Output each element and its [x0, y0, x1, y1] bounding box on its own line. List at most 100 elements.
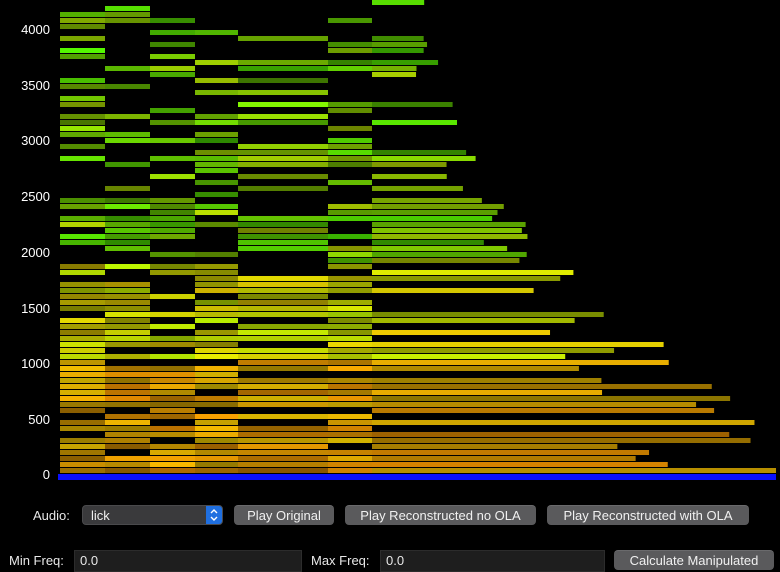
- spectrogram-band: [105, 138, 150, 143]
- spectrogram-band: [328, 348, 372, 353]
- spectrogram-band: [105, 84, 150, 89]
- spectrogram-band: [60, 450, 105, 455]
- spectrogram-band: [150, 198, 195, 203]
- spectrogram-band: [372, 378, 602, 383]
- spectrogram-band: [328, 60, 372, 65]
- spectrogram-band: [328, 468, 372, 473]
- audio-select[interactable]: lick: [82, 505, 223, 525]
- spectrogram-band: [195, 222, 238, 227]
- spectrogram-band: [60, 396, 105, 401]
- spectrogram-band: [195, 306, 238, 311]
- spectrogram-band: [60, 240, 105, 245]
- spectrogram-band: [150, 264, 195, 269]
- spectrogram-band: [328, 300, 372, 305]
- spectrogram-band: [195, 336, 238, 341]
- spectrogram-band: [328, 426, 372, 431]
- spectrogram-band: [328, 108, 372, 113]
- spectrogram-band: [105, 240, 150, 245]
- spectrogram-band: [372, 252, 527, 257]
- spectrogram-band: [328, 354, 372, 359]
- spectrogram-band: [195, 426, 238, 431]
- spectrogram-band: [372, 0, 425, 5]
- spectrogram-band: [60, 144, 105, 149]
- spectrogram-band: [150, 222, 195, 227]
- spectrogram-band: [195, 168, 238, 173]
- spectrogram-band: [372, 240, 484, 245]
- y-tick-3500: 3500: [21, 78, 50, 93]
- spectrogram-band: [238, 462, 328, 467]
- spectrogram-band: [328, 396, 372, 401]
- spectrogram-band: [372, 66, 417, 71]
- play-original-button[interactable]: Play Original: [234, 505, 334, 525]
- spectrogram-band: [372, 102, 453, 107]
- spectrogram-band: [328, 162, 372, 167]
- spectrogram-band: [195, 300, 238, 305]
- spectrogram-band: [328, 324, 372, 329]
- spectrogram-band: [372, 186, 463, 191]
- spectrogram-band: [372, 36, 424, 41]
- spectrogram-band: [60, 126, 105, 131]
- spectrogram-band: [150, 42, 195, 47]
- min-freq-input[interactable]: 0.0: [74, 550, 302, 572]
- spectrogram-band: [328, 210, 372, 215]
- spectrogram-band: [238, 300, 328, 305]
- spectrogram-band: [105, 288, 150, 293]
- spectrogram-band: [195, 420, 238, 425]
- spectrogram-band: [238, 312, 328, 317]
- spectrogram-band: [60, 438, 105, 443]
- spectrogram-band: [372, 390, 603, 395]
- spectrogram-band: [238, 306, 328, 311]
- spectrogram-band: [238, 360, 328, 365]
- spectrogram-band: [195, 432, 238, 437]
- spectrogram-band: [372, 456, 636, 461]
- spectrogram-band: [238, 114, 328, 119]
- spectrogram-band: [238, 240, 328, 245]
- max-freq-input[interactable]: 0.0: [380, 550, 605, 572]
- spectrogram-band: [105, 336, 150, 341]
- spectrogram-band: [328, 150, 372, 155]
- spectrogram-band: [105, 384, 150, 389]
- spectrogram-band: [150, 432, 195, 437]
- play-reconstructed-with-ola-button[interactable]: Play Reconstructed with OLA: [547, 505, 749, 525]
- spectrogram-band: [238, 156, 328, 161]
- spectrogram-band: [60, 204, 105, 209]
- spectrogram-band: [150, 372, 195, 377]
- spectrogram-band: [238, 414, 328, 419]
- spectrogram-band: [105, 198, 150, 203]
- spectrogram-band: [238, 294, 328, 299]
- spectrogram-band: [372, 366, 579, 371]
- play-reconstructed-no-ola-button[interactable]: Play Reconstructed no OLA: [345, 505, 536, 525]
- spectrogram-band: [328, 288, 372, 293]
- spectrogram-band: [195, 150, 238, 155]
- spectrogram-band: [238, 228, 328, 233]
- spectrogram-band: [328, 312, 372, 317]
- spectrogram-band: [150, 390, 195, 395]
- spectrogram-band: [195, 30, 238, 35]
- spectrogram-band: [150, 312, 195, 317]
- spectrogram-band: [328, 384, 372, 389]
- spectrogram-band: [195, 312, 238, 317]
- spectrogram-band: [105, 294, 150, 299]
- spectrogram-band: [328, 246, 372, 251]
- spectrogram-band: [60, 408, 105, 413]
- spectrogram-band: [328, 318, 372, 323]
- spectrogram-band: [238, 468, 328, 473]
- spectrogram-band: [60, 222, 105, 227]
- spectrogram-band: [238, 90, 328, 95]
- spectrogram-band: [60, 114, 105, 119]
- spectrogram-band: [238, 234, 328, 239]
- spectrogram-band: [238, 402, 328, 407]
- spectrogram-band: [105, 216, 150, 221]
- spectrogram-band: [150, 204, 195, 209]
- spectrogram-band: [195, 60, 238, 65]
- spectrogram-band: [238, 282, 328, 287]
- spectrogram-band: [372, 438, 751, 443]
- spectrogram-band: [195, 156, 238, 161]
- spectrogram-band: [150, 426, 195, 431]
- spectrogram-band: [238, 336, 328, 341]
- spectrogram-band: [60, 156, 105, 161]
- y-tick-1500: 1500: [21, 301, 50, 316]
- spectrogram-band: [60, 120, 105, 125]
- spectrogram-band: [328, 18, 372, 23]
- calculate-manipulated-button[interactable]: Calculate Manipulated: [614, 550, 774, 570]
